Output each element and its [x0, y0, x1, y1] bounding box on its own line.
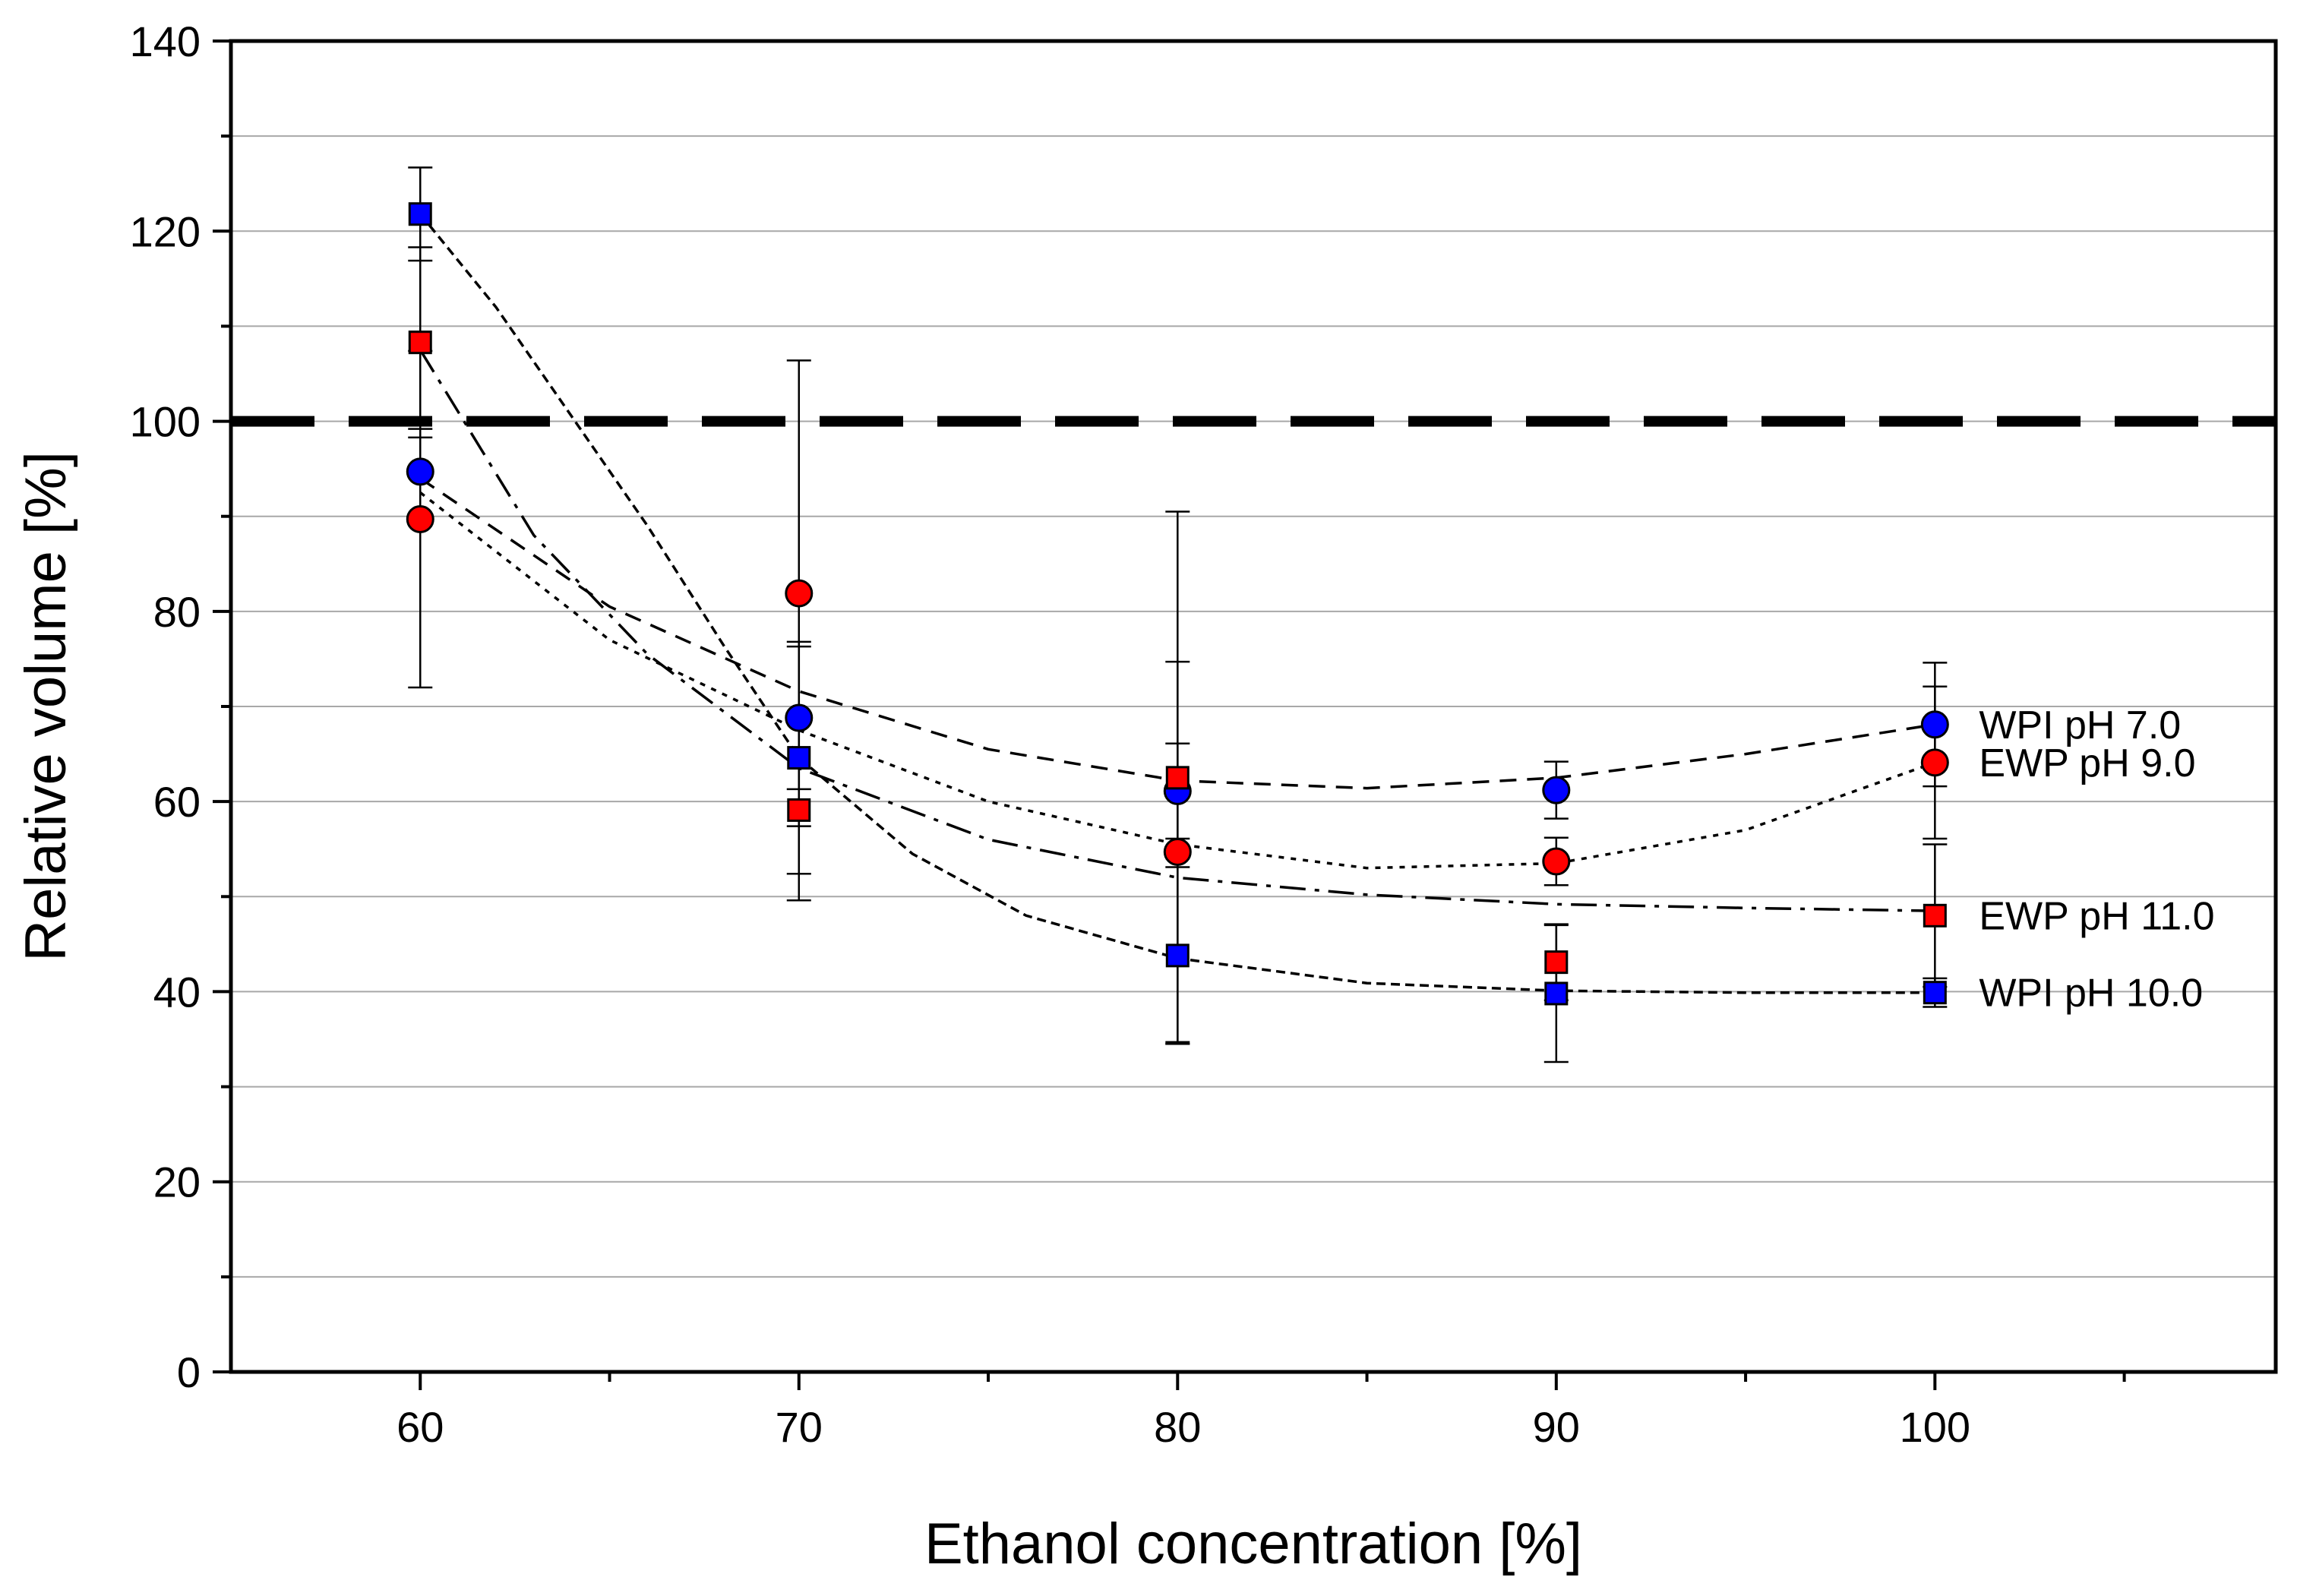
x-tick-label: 60: [397, 1403, 444, 1451]
data-point: [787, 746, 811, 770]
points-layer: [406, 202, 1949, 1006]
data-point: [787, 798, 811, 822]
y-tick-label: 40: [153, 968, 201, 1016]
data-point: [408, 202, 432, 226]
series-label-2: EWP pH 11.0: [1979, 894, 2214, 938]
data-point: [1923, 981, 1947, 1005]
data-point: [406, 457, 434, 486]
series-label-0: WPI pH 7.0: [1979, 703, 2181, 747]
data-point: [408, 330, 432, 355]
data-point: [1920, 748, 1949, 777]
series-label-3: WPI pH 10.0: [1979, 972, 2203, 1016]
x-tick-label: 100: [1900, 1403, 1970, 1451]
data-point: [1544, 950, 1569, 975]
series-label-1: EWP pH 9.0: [1979, 741, 2195, 785]
data-point: [785, 703, 814, 732]
y-tick-label: 100: [130, 398, 201, 446]
data-point: [1542, 847, 1571, 876]
fit-line-2: [419, 349, 1935, 912]
data-point: [1163, 837, 1192, 866]
y-tick-label: 60: [153, 778, 201, 826]
x-tick-label: 70: [776, 1403, 823, 1451]
grid-layer: [231, 135, 2276, 1278]
data-point: [785, 579, 814, 608]
data-point: [406, 504, 434, 533]
data-point: [1920, 710, 1949, 739]
x-axis-title: Ethanol concentration [%]: [924, 1512, 1582, 1576]
y-axis-title: Relative volume [%]: [14, 451, 78, 962]
y-tick-label: 0: [177, 1348, 201, 1396]
data-point: [1923, 903, 1947, 928]
data-point: [1542, 776, 1571, 804]
x-tick-label: 80: [1154, 1403, 1201, 1451]
y-tick-label: 80: [153, 588, 201, 636]
data-point: [1165, 943, 1190, 968]
axes-frame-layer: 0 20 40 60 80 100 120 140 60 70 80 90 100: [130, 17, 2278, 1451]
x-tick-label: 90: [1533, 1403, 1580, 1451]
error-bars-layer: [408, 166, 1948, 1063]
y-tick-label: 120: [130, 207, 201, 255]
data-point: [1544, 981, 1569, 1006]
data-point: [1165, 766, 1190, 790]
y-tick-label: 140: [130, 17, 201, 65]
y-tick-label: 20: [153, 1158, 201, 1206]
labels-layer: Ethanol concentration [%] Relative volum…: [14, 451, 1582, 1576]
